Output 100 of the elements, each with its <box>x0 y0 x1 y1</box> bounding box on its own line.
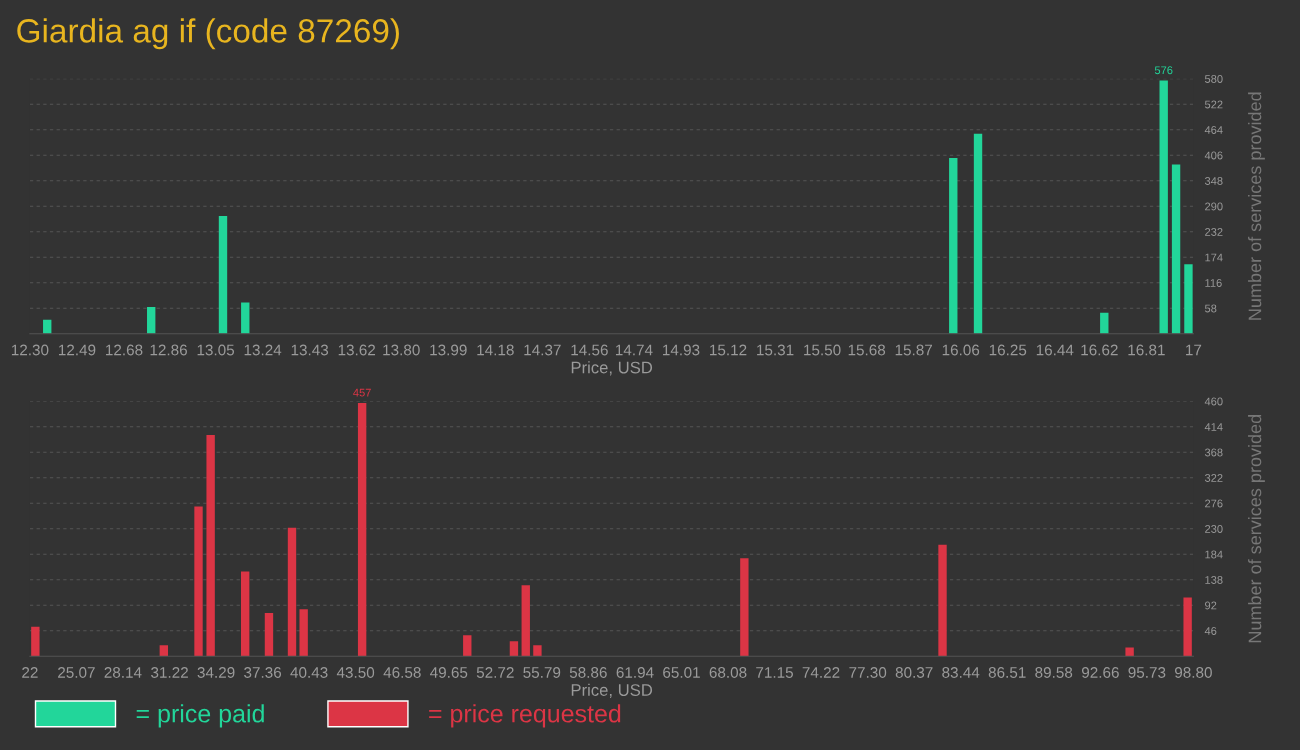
bar <box>521 585 530 657</box>
y-tick-label: 290 <box>1205 202 1223 211</box>
x-axis-title: Price, USD <box>571 361 653 376</box>
bar <box>299 609 308 657</box>
x-tick-label: 31.22 <box>151 667 188 678</box>
y-tick-label: 368 <box>1204 448 1223 457</box>
x-tick-label: 12.86 <box>150 344 187 356</box>
x-tick-label: 92.66 <box>1081 667 1119 678</box>
x-tick-label: 98.80 <box>1175 667 1212 678</box>
bar <box>1159 80 1168 334</box>
x-tick-label: 16.44 <box>1036 344 1074 356</box>
bar <box>206 435 215 657</box>
bar <box>241 302 250 334</box>
x-tick-label: 16.06 <box>942 344 980 356</box>
y-tick-label: 46 <box>1204 627 1217 635</box>
bar <box>264 613 274 657</box>
y-tick-label: 414 <box>1204 423 1223 431</box>
x-tick-label: 49.65 <box>430 667 468 678</box>
x-tick-label: 15.87 <box>895 344 933 356</box>
bar <box>949 157 958 334</box>
legend-label: = price requested <box>429 704 621 728</box>
x-tick-label: 83.44 <box>942 667 980 678</box>
x-tick-label: 12.68 <box>106 344 143 356</box>
x-tick-label: 34.29 <box>197 667 235 678</box>
x-tick-label: 15.12 <box>710 344 747 356</box>
bar <box>31 626 40 657</box>
y-tick-label: 184 <box>1205 550 1223 559</box>
x-tick-label: 89.58 <box>1035 667 1073 678</box>
x-tick-label: 17 <box>1186 344 1202 356</box>
bar <box>1171 164 1181 334</box>
x-tick-label: 12.30 <box>11 344 49 356</box>
x-tick-label: 13.43 <box>291 344 329 356</box>
y-axis-title: Number of services provided <box>1248 92 1265 320</box>
x-tick-label: 46.58 <box>383 667 421 678</box>
y-tick-label: 322 <box>1204 474 1223 482</box>
y-tick-label: 174 <box>1205 253 1223 262</box>
y-tick-label: 348 <box>1204 177 1223 185</box>
x-tick-label: 14.37 <box>524 344 561 356</box>
x-tick-label: 80.37 <box>895 667 933 678</box>
y-axis-title: Number of services provided <box>1248 415 1265 643</box>
x-tick-label: 14.93 <box>663 344 700 356</box>
y-tick-label: 92 <box>1205 601 1217 610</box>
x-tick-label: 95.73 <box>1128 667 1166 678</box>
bar <box>509 641 519 657</box>
x-tick-label: 14.18 <box>477 344 514 356</box>
x-tick-label: 71.15 <box>756 667 793 678</box>
y-tick-label: 460 <box>1204 397 1223 406</box>
data-label: 457 <box>353 388 371 397</box>
bar <box>357 402 367 657</box>
bar <box>159 645 169 657</box>
x-tick-label: 40.43 <box>290 667 328 678</box>
x-tick-label: 52.72 <box>476 667 514 678</box>
x-tick-label: 12.49 <box>58 344 96 356</box>
x-tick-label: 15.68 <box>848 344 886 356</box>
x-tick-label: 61.94 <box>616 667 654 678</box>
y-tick-label: 58 <box>1204 304 1217 313</box>
x-tick-label: 16.62 <box>1081 344 1118 356</box>
bar <box>1184 264 1193 334</box>
y-tick-label: 522 <box>1204 100 1223 109</box>
bar <box>533 645 542 657</box>
x-tick-label: 13.80 <box>383 344 420 356</box>
x-tick-label: 14.74 <box>615 344 653 356</box>
bar <box>240 571 250 657</box>
x-tick-label: 58.86 <box>569 667 607 678</box>
x-tick-label: 65.01 <box>663 667 700 678</box>
y-tick-label: 580 <box>1204 75 1223 83</box>
bar <box>194 506 203 657</box>
chart-title: Giardia ag if (code 87269) <box>17 18 399 50</box>
x-tick-label: 15.50 <box>804 344 841 356</box>
x-tick-label: 15.31 <box>757 344 794 356</box>
x-tick-label: 68.08 <box>709 667 747 678</box>
x-tick-label: 86.51 <box>988 667 1026 678</box>
y-tick-label: 232 <box>1205 228 1223 236</box>
y-tick-label: 116 <box>1205 279 1222 287</box>
x-tick-label: 43.50 <box>336 667 375 678</box>
x-axis-title: Price, USD <box>571 683 653 698</box>
x-tick-label: 25.07 <box>58 667 95 678</box>
legend-label: = price paid <box>136 704 264 728</box>
x-tick-label: 28.14 <box>104 667 142 678</box>
x-tick-label: 13.05 <box>197 344 235 356</box>
y-tick-label: 406 <box>1204 151 1223 160</box>
x-tick-label: 13.62 <box>338 344 376 356</box>
bar <box>1100 312 1109 334</box>
y-tick-label: 276 <box>1205 499 1223 508</box>
x-tick-label: 16.25 <box>989 344 1027 356</box>
x-tick-label: 37.36 <box>244 667 282 678</box>
y-tick-label: 138 <box>1205 576 1223 584</box>
bar <box>938 544 947 657</box>
bar <box>740 558 749 657</box>
x-tick-label: 55.79 <box>523 667 561 678</box>
x-tick-label: 22 <box>22 667 38 678</box>
bar <box>1125 647 1134 657</box>
x-tick-label: 74.22 <box>802 667 840 678</box>
bar <box>218 215 228 334</box>
bar <box>287 527 297 657</box>
bar <box>463 635 472 657</box>
data-label: 576 <box>1154 66 1173 75</box>
y-tick-label: 230 <box>1205 525 1223 533</box>
x-tick-label: 14.56 <box>571 344 608 356</box>
x-tick-label: 13.99 <box>430 344 467 356</box>
